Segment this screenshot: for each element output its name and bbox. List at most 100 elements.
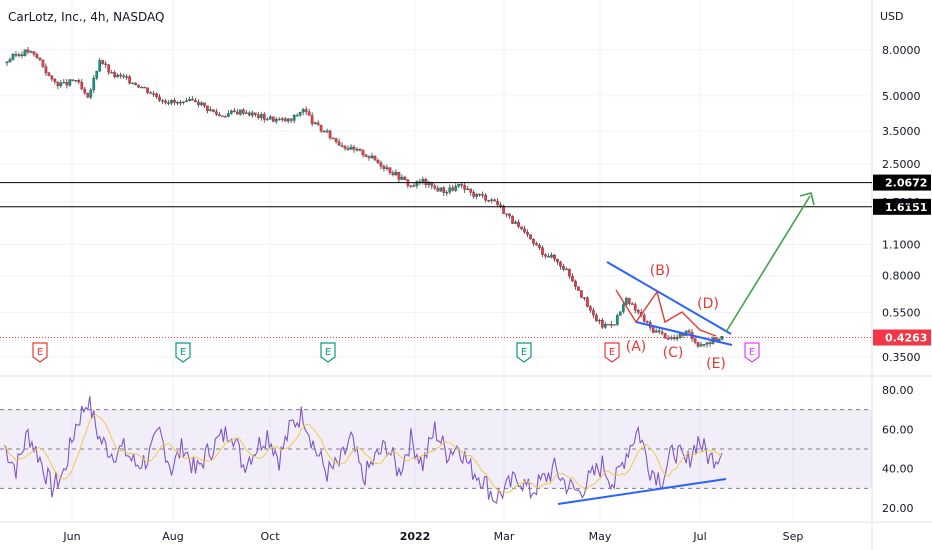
earnings-marker-shape [604, 342, 620, 363]
candle-body [8, 59, 12, 63]
candle-body [630, 303, 634, 305]
candle-body [436, 188, 440, 192]
candle-body [421, 179, 425, 183]
candle-body [615, 315, 619, 325]
candle-body [651, 327, 655, 333]
candle-body [301, 109, 305, 113]
candle-body [645, 321, 649, 323]
wedge-lower-trendline [635, 321, 733, 346]
candle-body [352, 146, 356, 150]
currency-label: USD [880, 10, 904, 23]
candle-body [250, 112, 254, 116]
candle-body [702, 344, 706, 346]
time-tick-label: Jul [692, 530, 706, 543]
candle-body [206, 105, 209, 112]
candle-body [448, 187, 452, 193]
candle-body [550, 254, 553, 258]
candle-body [268, 116, 272, 120]
wave-label: (A) [626, 339, 647, 355]
price-tick-label: 1.7000 [882, 196, 921, 209]
candle-body [370, 155, 374, 158]
candle-body [113, 72, 117, 78]
candle-body [173, 100, 176, 103]
candle-body [597, 319, 601, 322]
candle-body [107, 64, 111, 73]
candle-body [286, 118, 290, 122]
candle-body [508, 213, 511, 217]
earnings-marker-label: E [37, 347, 43, 358]
candle-body [592, 310, 595, 316]
candle-body [143, 86, 146, 89]
wave-path [615, 289, 717, 337]
candle-body [56, 81, 60, 87]
candle-body [672, 337, 676, 340]
candle-body [451, 187, 455, 191]
candle-body [693, 338, 697, 343]
candle-body [283, 118, 287, 122]
candle-body [241, 109, 245, 114]
level-price-label: 1.6151 [885, 201, 927, 214]
earnings-marker-shape [744, 342, 760, 363]
candle-body [514, 221, 517, 224]
candle-body [391, 172, 395, 176]
candle-body [657, 330, 661, 333]
candle-body [595, 314, 598, 322]
time-tick-label: 2022 [400, 530, 431, 543]
candle-body [636, 310, 640, 313]
candle-body [355, 149, 359, 151]
earnings-marker: E [175, 342, 191, 363]
candle-body [188, 99, 191, 101]
candle-body [502, 205, 505, 214]
candle-body [475, 193, 479, 197]
candle-body [224, 116, 227, 118]
rsi-tick-label: 20.00 [882, 502, 914, 515]
candle-body [47, 72, 51, 76]
candle-body [547, 256, 550, 258]
time-axis[interactable]: Jun Aug Oct 2022 Mar May Jul Sep [62, 530, 803, 543]
candle-body [277, 119, 281, 121]
candle-body [256, 114, 260, 118]
candle-body [445, 192, 449, 194]
candle-body [520, 226, 523, 229]
candle-body [618, 311, 622, 316]
candle-body [654, 330, 658, 333]
candle-body [149, 92, 152, 94]
candle-body [556, 258, 559, 263]
candle-body [409, 185, 413, 187]
candle-body [29, 51, 33, 53]
candle-body [678, 333, 682, 338]
candle-body [376, 160, 380, 163]
candle-body [53, 78, 57, 82]
candle-body [280, 118, 284, 120]
candle-body [209, 109, 212, 112]
candle-body [274, 119, 278, 122]
candle-body [194, 100, 197, 103]
candle-body [699, 344, 703, 347]
earnings-marker-label: E [749, 347, 755, 358]
earnings-marker: E [604, 342, 620, 363]
candle-body [621, 304, 625, 312]
candle-body [577, 286, 580, 291]
candle-body [244, 112, 248, 114]
candle-body [544, 254, 547, 257]
candle-body [235, 111, 239, 115]
rsi-moving-average [3, 414, 723, 494]
candle-body [385, 167, 389, 169]
candle-body [439, 187, 443, 192]
wave-label: (B) [650, 263, 671, 279]
candle-body [259, 114, 263, 118]
annotations: (A) (B) (C) (D) (E) E E E E E E [0, 182, 872, 372]
candle-body [346, 148, 350, 150]
candle-body [304, 109, 308, 112]
candle-body [265, 118, 269, 121]
candle-body [340, 145, 344, 147]
price-tick-label: 8.0000 [882, 44, 921, 57]
candle-body [170, 100, 173, 104]
price-axis[interactable]: 2.0672 1.6151 8.0000 5.0000 3.5000 2.5000 1.70… [873, 44, 931, 515]
level-price-tag [873, 174, 931, 191]
candle-body [262, 114, 266, 120]
candle-body [167, 102, 170, 104]
price-tick-label: 0.8000 [882, 270, 921, 283]
